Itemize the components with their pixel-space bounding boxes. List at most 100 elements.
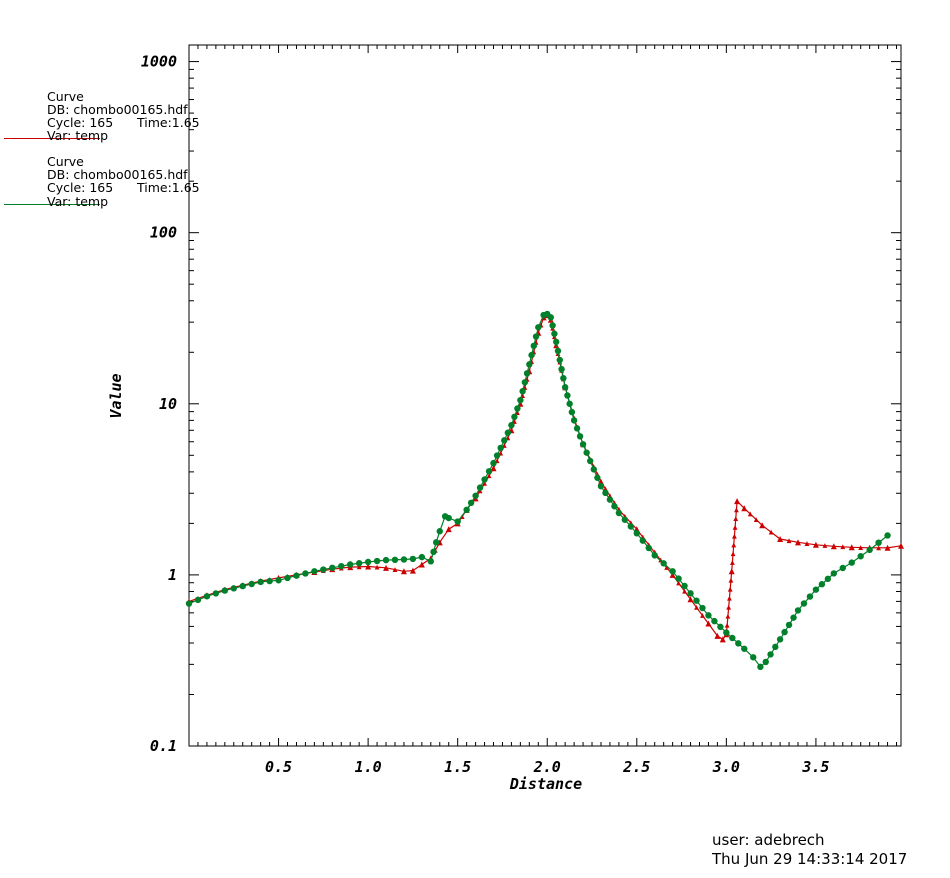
series-point — [858, 545, 864, 550]
legend-cycle: Cycle: 165 — [47, 115, 113, 130]
series-point — [570, 417, 578, 424]
y-tick-label: 100 — [150, 224, 177, 242]
series-point — [427, 558, 435, 565]
series-point — [430, 548, 437, 556]
series-point — [521, 379, 529, 386]
legend-entry: Curve DB: chombo00165.hdf Cycle: 165 Tim… — [4, 89, 200, 143]
series-point — [767, 651, 774, 658]
series-point — [795, 539, 802, 546]
series-point — [257, 578, 264, 586]
series-point — [511, 413, 518, 421]
series-point — [463, 506, 470, 514]
series-point — [675, 575, 682, 582]
series-point — [392, 567, 398, 572]
series-point — [530, 342, 538, 350]
series-point — [786, 538, 792, 544]
series-point — [606, 496, 614, 503]
series-point — [651, 552, 658, 559]
series-2 — [185, 310, 891, 671]
series-point — [526, 361, 533, 368]
series-point — [734, 498, 741, 505]
series-point — [772, 643, 779, 651]
series-point — [391, 556, 399, 564]
series-point — [230, 585, 237, 592]
series-point — [508, 421, 515, 429]
series-point — [445, 526, 452, 533]
legend-title: Curve — [47, 154, 84, 169]
series-point — [705, 620, 712, 627]
series-point — [320, 566, 327, 573]
series-point — [185, 600, 193, 607]
series-point — [329, 564, 336, 572]
series-point — [556, 356, 563, 364]
x-tick-label: 1.5 — [444, 758, 471, 776]
series-point — [717, 623, 724, 631]
y-tick-label: 0.1 — [150, 737, 177, 755]
series-point — [730, 551, 736, 557]
series-point — [898, 542, 904, 549]
series-point — [824, 575, 832, 583]
series-point — [454, 518, 461, 525]
legend-time: Time:1.65 — [136, 115, 200, 130]
series-point — [822, 543, 828, 548]
series-point — [338, 562, 345, 570]
series-point — [482, 480, 487, 486]
series-point — [621, 516, 629, 523]
series-point — [523, 370, 531, 377]
legend-entry: Curve DB: chombo00165.hdf Cycle: 165 Tim… — [4, 154, 200, 209]
series-point — [694, 604, 699, 610]
series-point — [664, 565, 670, 570]
series-point — [884, 532, 891, 539]
series-1 — [186, 312, 904, 643]
series-point — [781, 628, 788, 636]
axes: 0.5 1.0 1.5 2.0 2.5 3.0 3.5 0.1 1 10 100 1000 — [141, 44, 902, 776]
series-point — [558, 365, 565, 373]
series-point — [627, 523, 635, 530]
series-point — [705, 612, 712, 619]
series-point — [561, 384, 569, 391]
series-point — [731, 542, 737, 548]
series-point — [514, 410, 520, 416]
series-point — [485, 468, 493, 475]
series-point — [568, 408, 576, 416]
series-point — [724, 622, 730, 628]
series-point — [762, 658, 769, 666]
series-point — [532, 333, 540, 340]
series-point — [747, 511, 753, 517]
series-point — [519, 388, 526, 395]
series-point — [611, 503, 618, 510]
series-point — [857, 553, 864, 560]
series-point — [818, 581, 826, 588]
series-point — [356, 564, 362, 570]
series-point — [687, 590, 694, 597]
series-point — [669, 568, 676, 575]
series-point — [729, 634, 736, 642]
series-point — [293, 572, 300, 579]
series-point — [432, 539, 440, 546]
series-point — [700, 613, 705, 618]
series-point — [750, 654, 757, 661]
legend: Curve DB: chombo00165.hdf Cycle: 165 Tim… — [4, 89, 200, 209]
series-point — [221, 587, 229, 594]
series-point — [355, 560, 363, 567]
x-tick-label: 2.5 — [622, 758, 650, 776]
series-point — [445, 514, 452, 522]
series-point — [669, 571, 676, 578]
series-point — [682, 588, 687, 594]
legend-cycle: Cycle: 165 — [47, 180, 113, 195]
series-point — [373, 557, 381, 565]
series-point — [311, 568, 318, 575]
series-point — [714, 632, 721, 639]
series-point — [490, 465, 497, 472]
y-tick-label: 1000 — [141, 53, 177, 71]
series-point — [790, 614, 797, 621]
series-point — [493, 452, 501, 459]
series-point — [554, 347, 562, 355]
series-point — [535, 324, 542, 331]
series-point — [418, 561, 425, 568]
series-point — [728, 577, 734, 583]
series-point — [501, 437, 508, 444]
series-point — [639, 537, 646, 544]
